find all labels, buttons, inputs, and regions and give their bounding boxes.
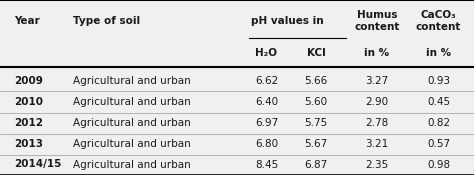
Text: 6.40: 6.40 — [255, 97, 278, 107]
Text: 0.93: 0.93 — [427, 76, 450, 86]
Text: Agricultural and urban: Agricultural and urban — [73, 118, 191, 128]
Text: 5.60: 5.60 — [305, 97, 328, 107]
Text: 2.90: 2.90 — [365, 97, 388, 107]
Text: 0.98: 0.98 — [427, 159, 450, 170]
Text: 2009: 2009 — [14, 76, 43, 86]
Text: 2013: 2013 — [14, 139, 43, 149]
Text: 6.62: 6.62 — [255, 76, 278, 86]
Text: Agricultural and urban: Agricultural and urban — [73, 159, 191, 170]
Text: 8.45: 8.45 — [255, 159, 278, 170]
Text: KCl: KCl — [307, 47, 326, 58]
Text: H₂O: H₂O — [255, 47, 277, 58]
Text: Year: Year — [14, 16, 40, 26]
Text: 6.87: 6.87 — [304, 159, 328, 170]
Text: 2.78: 2.78 — [365, 118, 389, 128]
Text: 3.27: 3.27 — [365, 76, 389, 86]
Text: 2012: 2012 — [14, 118, 43, 128]
Text: in %: in % — [426, 47, 451, 58]
Text: Agricultural and urban: Agricultural and urban — [73, 139, 191, 149]
Text: Type of soil: Type of soil — [73, 16, 141, 26]
Text: in %: in % — [364, 47, 390, 58]
Text: 0.82: 0.82 — [427, 118, 450, 128]
Text: 5.75: 5.75 — [304, 118, 328, 128]
Text: 0.57: 0.57 — [427, 139, 450, 149]
Text: 2.35: 2.35 — [365, 159, 389, 170]
Text: 2010: 2010 — [14, 97, 43, 107]
Text: 3.21: 3.21 — [365, 139, 389, 149]
Text: 0.45: 0.45 — [427, 97, 450, 107]
Text: 6.80: 6.80 — [255, 139, 278, 149]
Text: 5.67: 5.67 — [304, 139, 328, 149]
Text: 6.97: 6.97 — [255, 118, 278, 128]
Text: 5.66: 5.66 — [304, 76, 328, 86]
Text: Humus
content: Humus content — [354, 10, 400, 32]
Text: CaCO₃
content: CaCO₃ content — [416, 10, 461, 32]
Text: 2014/15: 2014/15 — [14, 159, 62, 170]
Text: Agricultural and urban: Agricultural and urban — [73, 97, 191, 107]
Text: Agricultural and urban: Agricultural and urban — [73, 76, 191, 86]
Text: pH values in: pH values in — [251, 16, 324, 26]
